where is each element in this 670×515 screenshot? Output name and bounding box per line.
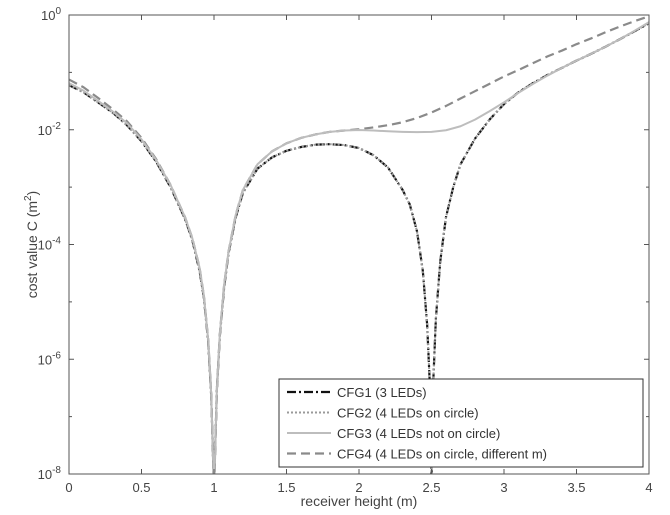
x-tick-label: 0 xyxy=(65,480,72,495)
y-axis-label: cost value C (m2) xyxy=(23,191,40,298)
y-tick-label: 10-4 xyxy=(38,236,62,253)
y-tick-label: 10-6 xyxy=(38,350,62,367)
x-tick-label: 2 xyxy=(355,480,362,495)
x-tick-label: 3.5 xyxy=(567,480,585,495)
legend-label-cfg1: CFG1 (3 LEDs) xyxy=(337,385,427,400)
x-tick-label: 3 xyxy=(500,480,507,495)
legend-label-cfg2: CFG2 (4 LEDs on circle) xyxy=(337,406,479,421)
x-tick-label: 1.5 xyxy=(277,480,295,495)
x-tick-label: 1 xyxy=(210,480,217,495)
legend-label-cfg3: CFG3 (4 LEDs not on circle) xyxy=(337,426,500,441)
x-tick-label: 4 xyxy=(645,480,652,495)
series-layer xyxy=(69,15,649,474)
series-line-cfg3 xyxy=(69,21,649,474)
y-tick-label: 10-2 xyxy=(38,121,62,138)
y-tick-label: 10-8 xyxy=(38,465,62,482)
y-tick-label: 100 xyxy=(41,6,61,23)
x-axis-label: receiver height (m) xyxy=(301,493,418,509)
legend-box xyxy=(278,378,644,468)
x-tick-label: 2.5 xyxy=(422,480,440,495)
axes-layer: 0 0.5 1 1.5 2 2.5 3 3.5 4 100 10-2 10-4 10-6 10-8 rece… xyxy=(23,6,653,509)
legend: CFG1 (3 LEDs) CFG2 (4 LEDs on circle) CFG3… xyxy=(278,378,644,468)
x-tick-label: 0.5 xyxy=(132,480,150,495)
legend-label-cfg4: CFG4 (4 LEDs on circle, different m) xyxy=(337,447,547,462)
